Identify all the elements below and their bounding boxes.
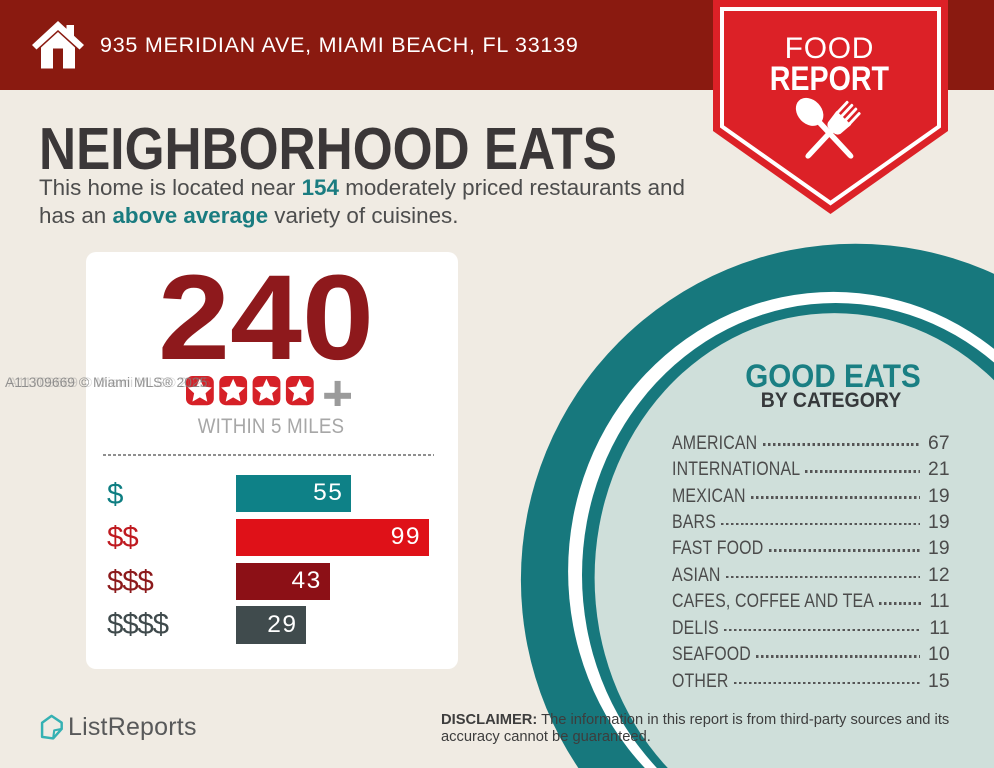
svg-text:FOOD: FOOD	[785, 32, 874, 65]
svg-text:REPORT: REPORT	[770, 58, 889, 97]
